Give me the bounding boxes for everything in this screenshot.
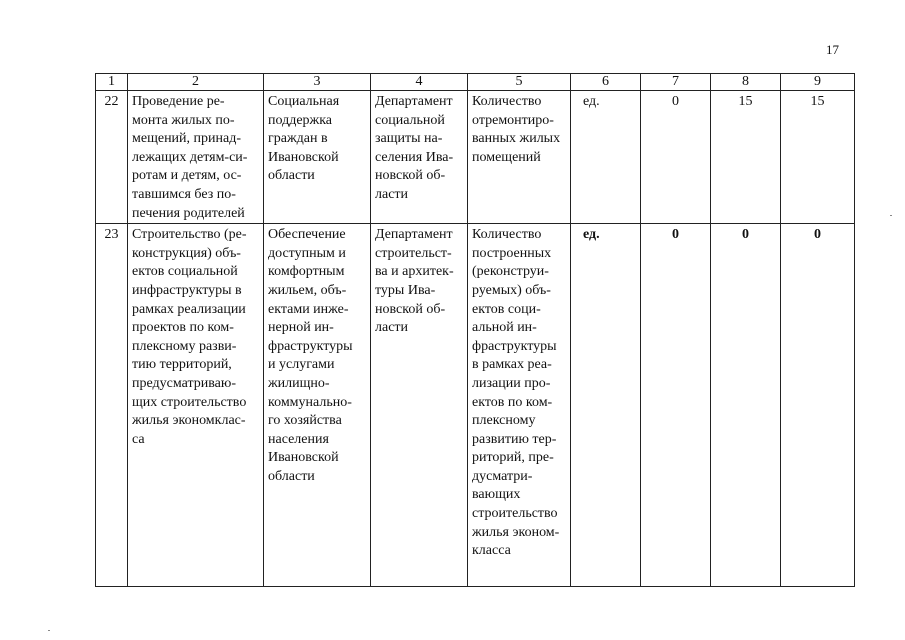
- column-header: 2: [127, 73, 264, 91]
- column-header: 7: [640, 73, 711, 91]
- program-cell: Социальная поддержка граждан в Ивановско…: [263, 89, 371, 225]
- program-cell: Обеспечение доступным и комфортным жилье…: [263, 223, 371, 588]
- unit-cell: ед.: [570, 223, 641, 588]
- value-cell-7: 0: [640, 89, 711, 225]
- table-row: 22 Проведение ре- монта жилых по- мещени…: [95, 89, 855, 225]
- indicator-cell: Количество построенных (реконструи- руем…: [467, 223, 571, 588]
- column-header: 9: [780, 73, 855, 91]
- column-header: 3: [263, 73, 371, 91]
- executor-cell: Департамент строительст- ва и архитек- т…: [370, 223, 468, 588]
- row-number: 23: [95, 223, 128, 588]
- row-number: 22: [95, 89, 128, 225]
- indicators-table: 1 2 3 4 5 6 7 8 9 22 Проведение ре- монт…: [95, 73, 855, 588]
- page-number: 17: [826, 42, 839, 57]
- value-cell-8: 0: [710, 223, 781, 588]
- unit-cell: ед.: [570, 89, 641, 225]
- column-number-row: 1 2 3 4 5 6 7 8 9: [95, 73, 855, 91]
- event-cell: Строительство (ре- конструкция) объ- ект…: [127, 223, 264, 588]
- executor-cell: Департамент социальной защиты на- селени…: [370, 89, 468, 225]
- table-row: 23 Строительство (ре- конструкция) объ- …: [95, 223, 855, 588]
- column-header: 5: [467, 73, 571, 91]
- value-cell-9: 15: [780, 89, 855, 225]
- value-cell-9: 0: [780, 223, 855, 588]
- event-cell: Проведение ре- монта жилых по- мещений, …: [127, 89, 264, 225]
- column-header: 1: [95, 73, 128, 91]
- indicator-cell: Количество отремонтиро- ванных жилых пом…: [467, 89, 571, 225]
- value-cell-7: 0: [640, 223, 711, 588]
- column-header: 6: [570, 73, 641, 91]
- column-header: 8: [710, 73, 781, 91]
- scan-speck: [48, 630, 50, 631]
- column-header: 4: [370, 73, 468, 91]
- value-cell-8: 15: [710, 89, 781, 225]
- scan-speck: [890, 215, 892, 216]
